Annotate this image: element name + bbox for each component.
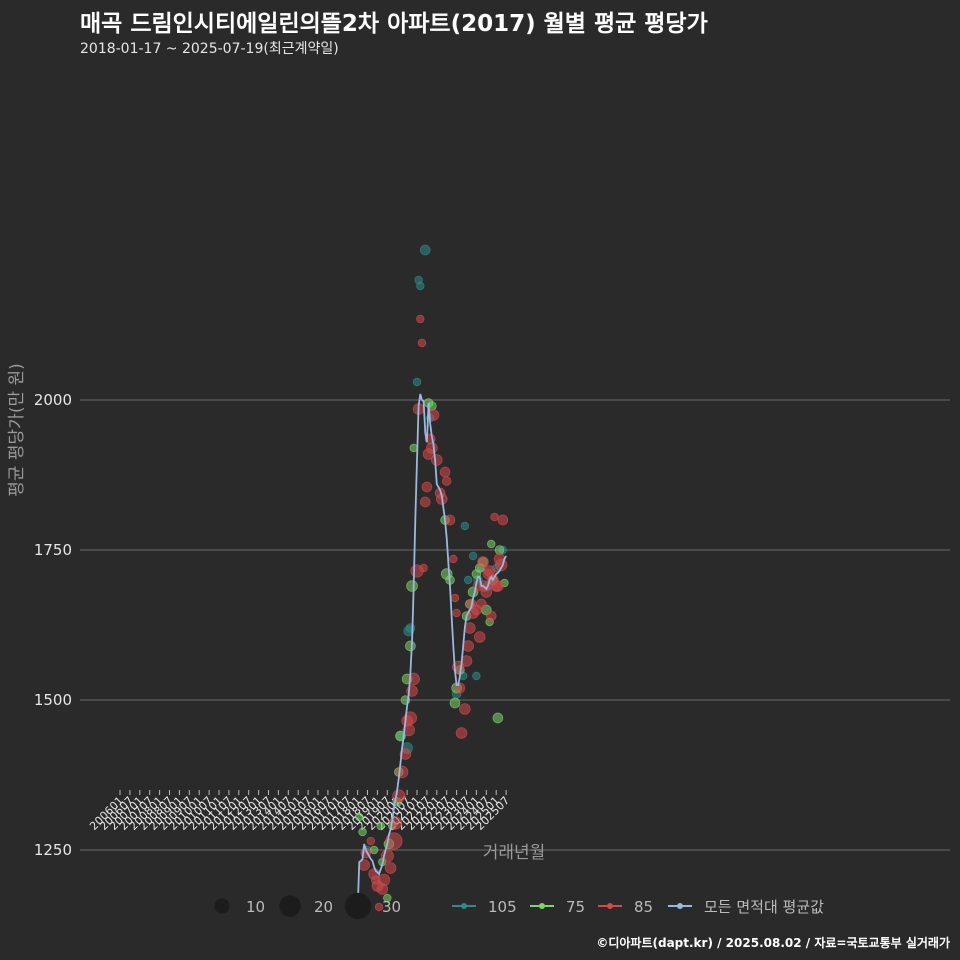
point-85 xyxy=(439,466,451,478)
point-85 xyxy=(459,703,471,715)
legend-series-label: 105 xyxy=(488,898,517,916)
point-85 xyxy=(417,338,427,348)
chart-subtitle: 2018-01-17 ~ 2025-07-19(최근계약일) xyxy=(80,41,339,57)
point-85 xyxy=(490,512,499,522)
y-axis-label: 평균 평당가(만 원) xyxy=(7,363,27,497)
legend-series-label: 85 xyxy=(634,898,653,916)
y-tick-label: 1250 xyxy=(34,841,72,859)
average-line xyxy=(356,393,507,911)
point-85 xyxy=(399,748,412,760)
point-85 xyxy=(452,608,461,618)
point-85 xyxy=(477,556,489,568)
point-85 xyxy=(395,765,409,779)
point-85 xyxy=(366,836,376,846)
point-105 xyxy=(468,551,478,561)
point-75 xyxy=(369,845,379,855)
legend-size-circle xyxy=(214,898,230,914)
point-75 xyxy=(487,539,496,549)
point-105 xyxy=(416,281,425,291)
point-85 xyxy=(426,442,438,454)
point-75 xyxy=(355,812,364,822)
point-105 xyxy=(405,623,416,633)
point-85 xyxy=(497,514,509,526)
point-75 xyxy=(358,827,367,837)
point-85 xyxy=(492,580,504,592)
legend-series-dot xyxy=(607,903,613,909)
point-75 xyxy=(449,697,461,709)
legend-series-dot xyxy=(539,903,545,909)
legend-series-label: 75 xyxy=(566,898,585,916)
x-axis-label: 거래년월 xyxy=(483,843,546,863)
y-tick-label: 1500 xyxy=(34,691,72,709)
point-75 xyxy=(492,712,504,724)
point-85 xyxy=(473,631,486,643)
legend-series-dot xyxy=(461,903,467,909)
point-75 xyxy=(405,640,416,652)
y-tick-label: 1750 xyxy=(34,541,72,559)
grid-lines xyxy=(80,399,950,851)
point-105 xyxy=(460,521,470,531)
point-85 xyxy=(476,598,487,610)
legend-size-label: 10 xyxy=(246,898,265,916)
point-75 xyxy=(376,821,385,831)
point-105 xyxy=(419,244,431,256)
point-85 xyxy=(480,586,493,598)
point-85 xyxy=(444,514,456,526)
point-85 xyxy=(374,902,384,912)
point-85 xyxy=(449,554,458,564)
y-tick-label: 2000 xyxy=(34,391,72,409)
y-axis: 1250 1500 1750 2000 xyxy=(34,391,72,859)
point-85 xyxy=(385,832,403,850)
legend-series-label: 모든 면적대 평균값 xyxy=(704,898,824,916)
point-75 xyxy=(409,443,418,453)
average-series-line xyxy=(356,393,507,911)
point-105 xyxy=(463,575,473,585)
point-85 xyxy=(421,481,433,493)
legend-size-circle xyxy=(279,895,301,917)
point-85 xyxy=(384,862,397,874)
point-75 xyxy=(406,580,418,592)
legend: 10 20 30 105 75 85 모든 면적대 평균값 xyxy=(214,892,824,920)
point-75 xyxy=(383,893,392,903)
x-axis: 2006012006072007012007072008012008072009… xyxy=(87,790,512,833)
point-85 xyxy=(377,873,391,887)
point-85 xyxy=(419,496,431,508)
point-85 xyxy=(455,727,468,739)
point-105 xyxy=(472,671,481,681)
legend-size-label: 20 xyxy=(314,898,333,916)
point-85 xyxy=(485,610,497,622)
chart-title: 매곡 드림인시티에일린의뜰2차 아파트(2017) 월별 평균 평당가 xyxy=(80,11,708,37)
point-75 xyxy=(494,545,505,555)
point-85 xyxy=(450,593,460,603)
point-105 xyxy=(412,377,422,387)
legend-size-label: 30 xyxy=(382,898,401,916)
point-85 xyxy=(431,454,443,466)
point-85 xyxy=(441,476,452,486)
point-85 xyxy=(419,563,428,573)
point-85 xyxy=(403,711,418,725)
legend-series-dot xyxy=(677,903,683,909)
legend-size-circle xyxy=(344,892,372,920)
source-caption: ©디아파트(dapt.kr) / 2025.08.02 / 자료=국토교통부 실… xyxy=(596,936,950,950)
point-85 xyxy=(416,314,425,324)
